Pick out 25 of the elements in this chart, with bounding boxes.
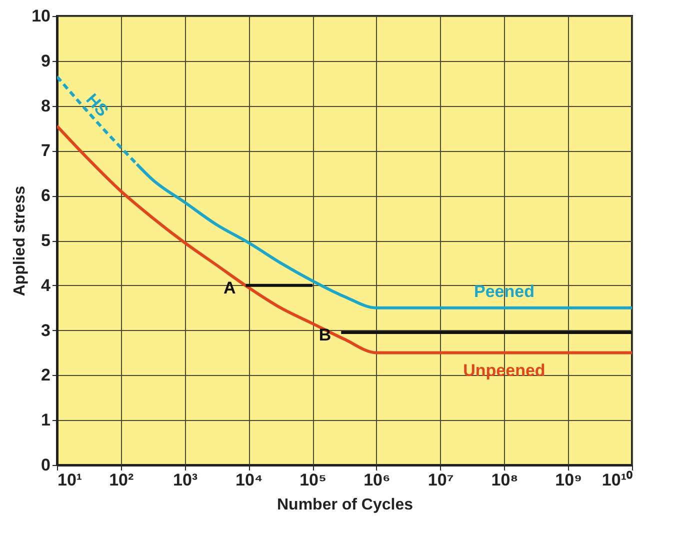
annotation: B [318, 326, 332, 345]
y-tick-label: 7 [41, 141, 50, 160]
x-tick-label: 10⁶ [364, 470, 390, 490]
x-tick-label: 10⁷ [428, 470, 454, 490]
x-tick-label: 10⁴ [236, 470, 263, 490]
y-tick-label: 1 [41, 410, 50, 430]
y-tick-label: 8 [41, 96, 50, 116]
x-tick-label: 10³ [172, 470, 198, 490]
y-tick-label: 10 [32, 6, 50, 26]
x-tick-label: 10² [109, 470, 134, 490]
y-tick-label: 4 [41, 276, 52, 295]
y-tick-label: 5 [41, 231, 50, 250]
y-tick-label: 9 [41, 51, 50, 70]
text: HS [82, 90, 112, 120]
x-tick-label: 10⁸ [491, 470, 518, 490]
x-tick-label: 10⁹ [555, 470, 582, 490]
y-tick-label: 6 [41, 186, 50, 206]
x-axis-title: Number of Cycles [276, 496, 414, 514]
y-axis-title: Applied stress [12, 186, 29, 296]
x-tick-label: 10⁵ [300, 470, 327, 490]
y-tick-label: 3 [41, 320, 50, 340]
x-tick-label: 10¹ [58, 470, 82, 490]
y-tick-label: 2 [41, 366, 50, 385]
y-tick-label: 0 [41, 456, 50, 474]
x-tick-label: 10¹⁰ [602, 470, 632, 490]
